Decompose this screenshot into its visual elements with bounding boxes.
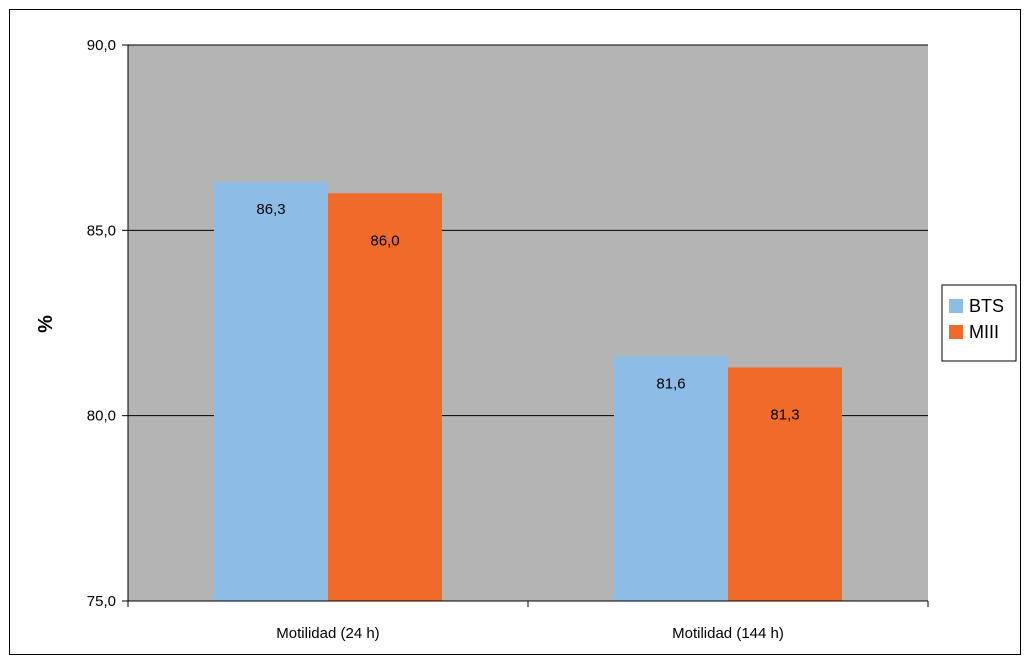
x-tick-label: Motilidad (144 h) [672,625,784,642]
y-axis-label: % [35,315,57,333]
data-labels: 86,3 86,0 81,6 81,3 [256,201,799,423]
data-label: 81,3 [770,406,799,423]
y-tick-label: 90,0 [87,37,116,54]
bar-miii-2 [728,367,842,601]
x-ticks: Motilidad (24 h) Motilidad (144 h) [127,601,929,642]
data-label: 86,3 [256,201,285,218]
legend-label-miii: MIII [969,322,999,342]
bar-miii-1 [328,193,442,601]
data-label: 86,0 [370,232,399,249]
y-tick-label: 80,0 [87,408,116,425]
bar-bts-2 [614,356,728,601]
y-tick-label: 75,0 [87,593,116,610]
data-label: 81,6 [656,375,685,392]
legend-swatch-miii [949,325,963,339]
bar-bts-1 [214,182,328,601]
legend-box [941,284,1017,362]
legend-label-bts: BTS [969,296,1004,316]
y-ticks: 75,0 80,0 85,0 90,0 [87,37,128,610]
bars [214,182,842,601]
legend-swatch-bts [949,299,963,313]
legend: BTS MIII [941,284,1017,362]
y-tick-label: 85,0 [87,222,116,239]
x-tick-label: Motilidad (24 h) [276,625,379,642]
